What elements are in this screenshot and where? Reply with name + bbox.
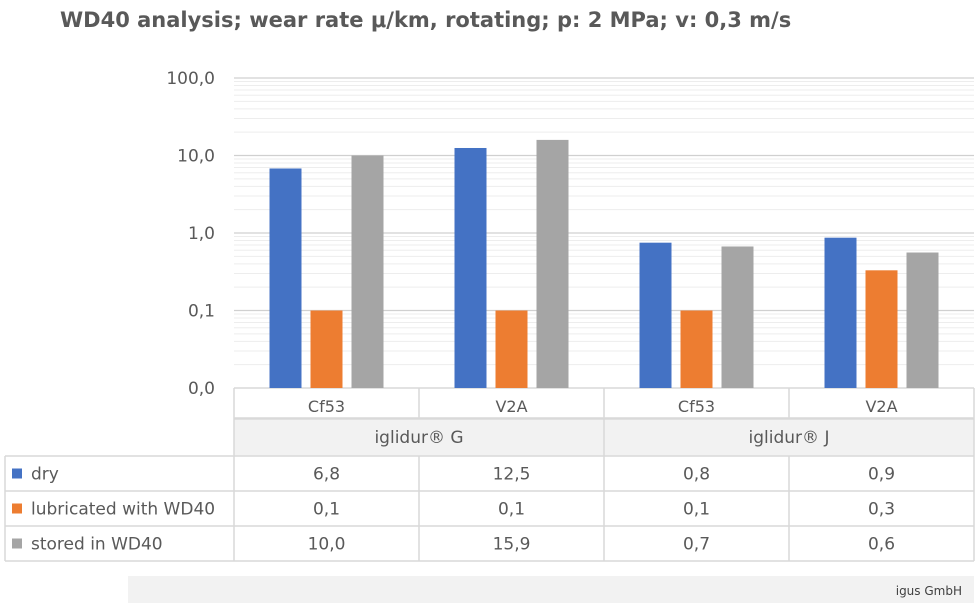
data-table: Cf53 V2A Cf53 V2A iglidur® G iglidur® J dry 6,8… bbox=[4, 388, 975, 562]
y-tick-label: 10,0 bbox=[177, 147, 215, 167]
gridlines bbox=[234, 77, 974, 389]
data-label: 10,0 bbox=[308, 535, 346, 555]
legend-label: lubricated with WD40 bbox=[31, 500, 215, 520]
data-label: 15,9 bbox=[493, 535, 531, 555]
data-label: 0,1 bbox=[313, 500, 340, 520]
bar bbox=[269, 168, 302, 388]
category-label: V2A bbox=[865, 397, 897, 416]
bar bbox=[495, 310, 528, 388]
data-label: 0,8 bbox=[683, 465, 710, 485]
bar bbox=[454, 147, 487, 388]
bar bbox=[865, 270, 898, 388]
data-label: 0,9 bbox=[868, 465, 895, 485]
legend-swatch bbox=[12, 503, 22, 514]
bars bbox=[269, 139, 939, 388]
legend-swatch bbox=[12, 538, 22, 549]
data-label: 0,1 bbox=[683, 500, 710, 520]
bar bbox=[351, 155, 384, 388]
data-label: 12,5 bbox=[493, 465, 531, 485]
category-label: Cf53 bbox=[308, 397, 345, 416]
y-tick-label: 0,1 bbox=[188, 302, 215, 322]
legend-swatch bbox=[12, 468, 22, 479]
credit-label: igus GmbH bbox=[896, 584, 962, 598]
data-label: 6,8 bbox=[313, 465, 340, 485]
y-tick-label: 1,0 bbox=[188, 224, 215, 244]
group-label: iglidur® J bbox=[749, 428, 830, 448]
category-label: Cf53 bbox=[678, 397, 715, 416]
credit-bar bbox=[128, 576, 974, 603]
legend-label: dry bbox=[31, 465, 59, 485]
bar bbox=[680, 310, 713, 388]
y-tick-label: 0,0 bbox=[188, 379, 215, 399]
bar bbox=[536, 139, 569, 388]
data-label: 0,7 bbox=[683, 535, 710, 555]
group-label: iglidur® G bbox=[374, 428, 463, 448]
bar bbox=[639, 242, 672, 388]
bar bbox=[721, 246, 754, 388]
legend-label: stored in WD40 bbox=[31, 535, 163, 555]
bar bbox=[906, 252, 939, 388]
y-axis: 0,0 0,1 1,0 10,0 100,0 bbox=[166, 69, 215, 399]
data-label: 0,1 bbox=[498, 500, 525, 520]
bar bbox=[310, 310, 343, 388]
bar bbox=[824, 237, 857, 388]
data-label: 0,6 bbox=[868, 535, 895, 555]
chart-title: WD40 analysis; wear rate μ/km, rotating;… bbox=[60, 8, 791, 32]
y-tick-label: 100,0 bbox=[166, 69, 215, 89]
category-label: V2A bbox=[495, 397, 527, 416]
data-label: 0,3 bbox=[868, 500, 895, 520]
